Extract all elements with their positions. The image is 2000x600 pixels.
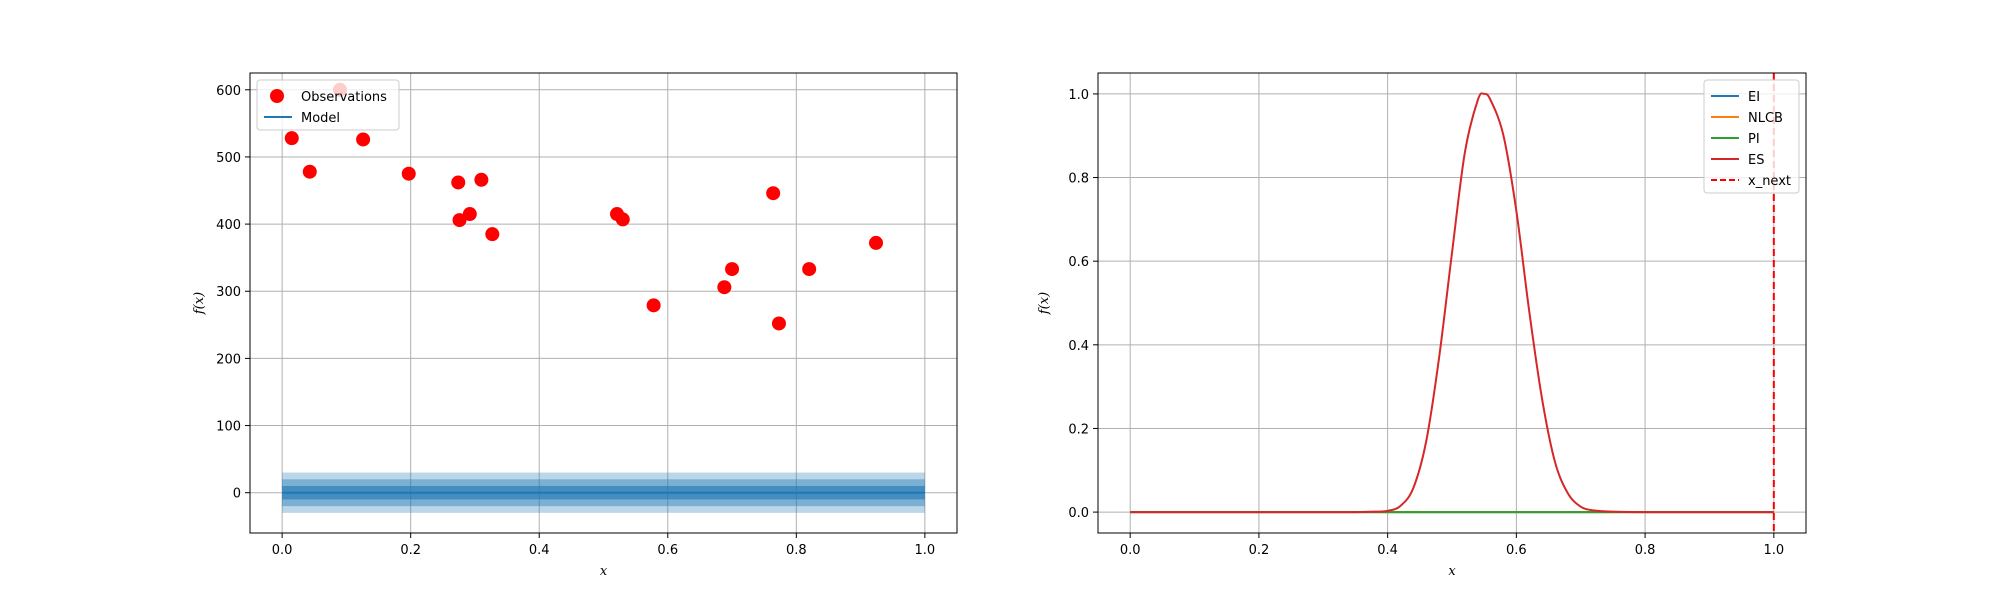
legend-item: x_next <box>1711 174 1791 189</box>
legend-item: Observations <box>270 89 387 105</box>
observation-point <box>452 213 467 228</box>
legend-label: ES <box>1748 153 1764 168</box>
right-chart-panel: 0.0 0.2 0.4 0.6 0.8 1.0 0.0 0.2 0.4 0.6 0.8 1.0 x f(x… <box>1037 72 1807 579</box>
legend-box <box>256 79 400 131</box>
legend-label: EI <box>1748 90 1760 105</box>
legend: Observations Model <box>256 79 400 131</box>
x-axis-label: x <box>1448 564 1456 579</box>
x-tick-label: 0.8 <box>1635 543 1656 558</box>
observation-point <box>615 212 630 227</box>
y-tick-label: 1.0 <box>1068 88 1089 103</box>
observation-point <box>646 298 661 313</box>
legend-item: Model <box>264 111 340 126</box>
legend-box <box>1703 79 1800 194</box>
observation-point <box>302 164 317 179</box>
x-tick-label: 1.0 <box>1763 543 1784 558</box>
y-tick-label: 100 <box>216 420 241 435</box>
observation-point <box>766 186 781 201</box>
observation-point <box>869 235 884 250</box>
y-tick-label: 500 <box>216 151 241 166</box>
legend-label: Observations <box>301 90 387 105</box>
plot-area <box>1130 73 1775 533</box>
y-tick-label: 0.6 <box>1068 255 1089 270</box>
y-tick-label: 400 <box>216 218 241 233</box>
observation-point <box>284 131 299 146</box>
y-tick-label: 0.0 <box>1068 506 1089 521</box>
legend-item: PI <box>1711 132 1760 147</box>
observation-point <box>462 207 477 222</box>
y-tick-label: 0.4 <box>1068 339 1089 354</box>
y-tick-label: 0.2 <box>1068 422 1089 437</box>
legend-label: x_next <box>1748 174 1791 189</box>
observation-point <box>725 262 740 277</box>
x-tick-label: 0.2 <box>1249 543 1270 558</box>
y-tick-label: 600 <box>216 84 241 99</box>
legend-marker <box>270 89 284 103</box>
y-axis-label: f(x) <box>192 292 207 315</box>
legend: EI NLCB PI ES x_next <box>1703 79 1800 194</box>
plot-area <box>282 82 925 513</box>
legend-label: PI <box>1748 132 1760 147</box>
y-tick-label: 300 <box>216 285 241 300</box>
legend-label: NLCB <box>1748 111 1783 126</box>
x-tick-label: 1.0 <box>915 543 936 558</box>
plot-frame <box>249 72 958 534</box>
x-tick-label: 0.4 <box>529 543 550 558</box>
x-tick-label: 0.8 <box>786 543 807 558</box>
x-tick-label: 0.0 <box>272 543 293 558</box>
legend-item: EI <box>1711 90 1760 105</box>
legend-label: Model <box>301 111 340 126</box>
x-tick-label: 0.2 <box>400 543 421 558</box>
observation-point <box>451 175 466 190</box>
plot-frame <box>1097 72 1807 534</box>
observation-point <box>356 132 371 147</box>
x-tick-label: 0.6 <box>657 543 678 558</box>
x-tick-label: 0.6 <box>1506 543 1527 558</box>
legend-item: ES <box>1711 153 1764 168</box>
y-axis-label: f(x) <box>1037 292 1052 315</box>
observation-point <box>474 172 489 187</box>
es-line <box>1130 92 1774 514</box>
y-tick-label: 0 <box>233 487 241 502</box>
observation-point <box>717 280 732 295</box>
observation-point <box>485 227 500 242</box>
y-tick-label: 0.8 <box>1068 172 1089 187</box>
y-tick-label: 200 <box>216 352 241 367</box>
x-axis-label: x <box>600 564 608 579</box>
observation-point <box>802 262 817 277</box>
x-tick-label: 0.0 <box>1120 543 1141 558</box>
left-chart-panel: 0.0 0.2 0.4 0.6 0.8 1.0 0 100 200 300 400 500 600 x f(… <box>192 72 958 579</box>
x-tick-label: 0.4 <box>1377 543 1398 558</box>
observation-point <box>771 316 786 331</box>
legend-item: NLCB <box>1711 111 1783 126</box>
observation-point <box>401 166 416 181</box>
